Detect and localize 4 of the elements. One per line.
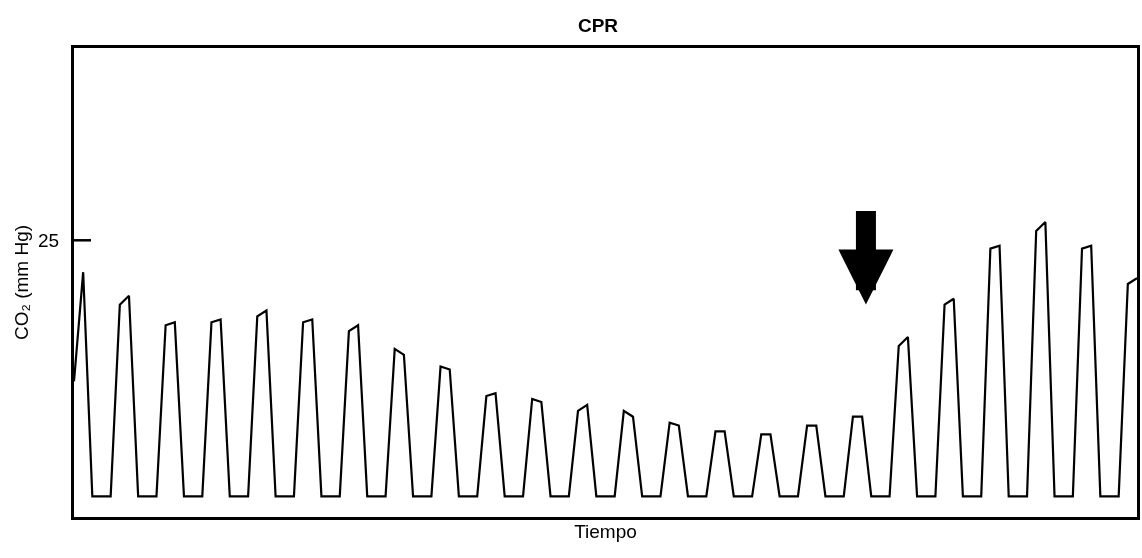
text: 25 — [38, 230, 60, 251]
y-axis-title: CO₂ (mm Hg) — [11, 224, 33, 341]
chart-title: CPR — [577, 14, 619, 36]
x-axis-title: Tiempo — [574, 520, 637, 542]
